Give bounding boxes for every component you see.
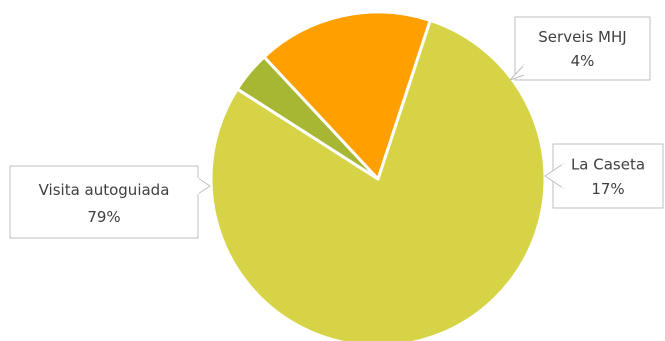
data-label-category-la-caseta: La Caseta (571, 156, 645, 174)
pie-slice-la-caseta (262, 10, 432, 181)
callout-box-serveis-mhj (514, 16, 651, 81)
data-label-category-serveis-mhj: Serveis MHJ (538, 28, 626, 46)
data-label-percent-serveis-mhj: 4% (571, 52, 595, 70)
pie-slice-visita-autoguiada (209, 18, 547, 341)
pie-callouts: Visita autoguiada 79% Serveis MHJ 4% La Case… (9, 16, 664, 239)
data-label-percent-visita-autoguiada: 79% (87, 208, 120, 226)
callout-box-la-caseta (552, 143, 664, 209)
pie-slices (209, 10, 547, 341)
callout-pointer-visita-autoguiada (197, 177, 211, 195)
data-label-category-visita-autoguiada: Visita autoguiada (39, 181, 170, 199)
callout-box-visita-autoguiada (9, 165, 199, 239)
data-label-percent-la-caseta: 17% (591, 180, 624, 198)
